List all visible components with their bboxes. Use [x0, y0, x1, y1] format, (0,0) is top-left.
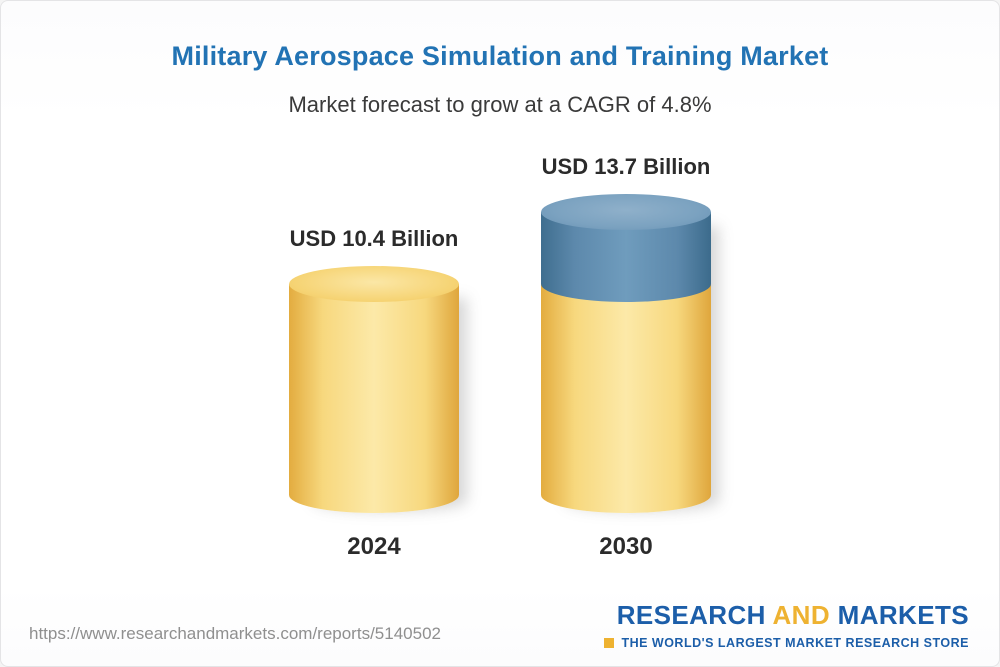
bar-segment-base-2030	[541, 266, 711, 513]
logo-tagline: THE WORLD'S LARGEST MARKET RESEARCH STOR…	[621, 636, 969, 650]
logo-word-research: RESEARCH	[616, 600, 766, 630]
chart-header: Military Aerospace Simulation and Traini…	[1, 1, 999, 118]
bar-segment-base-2024	[289, 266, 459, 513]
axis-label-2024: 2024	[347, 533, 401, 560]
logo-square-icon	[604, 638, 615, 648]
bar-group-2030: USD 13.7 Billion 2030	[541, 154, 711, 561]
chart-title: Military Aerospace Simulation and Traini…	[171, 41, 829, 71]
source-url: https://www.researchandmarkets.com/repor…	[29, 624, 441, 643]
logo-word-markets: MARKETS	[837, 600, 969, 630]
axis-label-2030: 2030	[599, 533, 653, 560]
value-label-2024: USD 10.4 Billion	[289, 226, 459, 252]
value-label-2030: USD 13.7 Billion	[541, 153, 711, 179]
bar-cylinder-2024	[289, 266, 459, 513]
research-and-markets-logo: RESEARCH AND MARKETS THE WORLD'S LARGEST…	[604, 600, 969, 650]
bar-chart-plot: USD 10.4 Billion 2024 USD 13.7 Billion 2…	[1, 153, 999, 561]
chart-subtitle: Market forecast to grow at a CAGR of 4.8…	[288, 92, 712, 117]
bar-group-2024: USD 10.4 Billion 2024	[289, 226, 459, 561]
bar-cylinder-2030	[541, 193, 711, 513]
logo-tagline-row: THE WORLD'S LARGEST MARKET RESEARCH STOR…	[604, 636, 969, 650]
logo-word-and: AND	[772, 600, 831, 630]
logo-wordmark: RESEARCH AND MARKETS	[604, 600, 969, 631]
